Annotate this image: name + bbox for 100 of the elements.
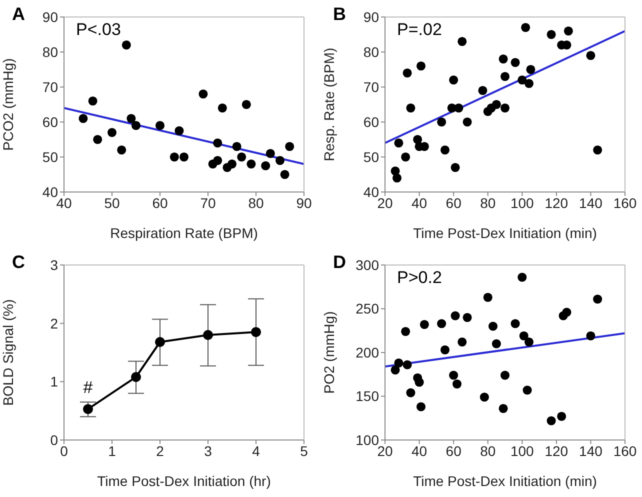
point	[437, 117, 446, 127]
y-tick-label: 50	[363, 148, 380, 165]
x-tick-label: 1	[108, 442, 116, 459]
y-tick-label: 150	[356, 388, 380, 404]
point	[83, 404, 93, 414]
y-tick-label: 40	[42, 184, 58, 200]
point	[390, 365, 400, 375]
point	[131, 372, 141, 382]
x-tick-label: 80	[480, 442, 496, 459]
point	[458, 36, 467, 46]
x-tick-label: 5	[300, 442, 308, 459]
point	[510, 58, 520, 68]
point	[500, 103, 510, 113]
chart-title: B	[333, 4, 346, 25]
y-tick-label: 0	[50, 432, 58, 448]
y-tick-label: 3	[50, 256, 58, 273]
chart-title: A	[12, 4, 25, 25]
point	[440, 345, 450, 354]
point	[519, 331, 528, 340]
x-tick-label: 80	[480, 194, 496, 211]
point	[480, 392, 489, 402]
point	[524, 337, 534, 347]
point	[402, 68, 412, 78]
point	[232, 142, 242, 152]
x-tick-label: 60	[446, 194, 462, 211]
x-axis-title: Time Post-Dex Initiation (hr)	[97, 473, 271, 489]
point	[462, 117, 472, 127]
point	[275, 156, 285, 166]
x-tick-label: 40	[411, 194, 428, 211]
chart-title: C	[12, 252, 25, 273]
y-tick-label: 300	[356, 256, 380, 273]
y-tick-label: 70	[363, 78, 380, 95]
point	[586, 331, 596, 340]
y-tick-label: 250	[356, 300, 380, 317]
point	[237, 152, 246, 162]
point	[78, 114, 88, 124]
point	[261, 161, 270, 170]
x-tick-label: 3	[204, 442, 212, 459]
point	[518, 272, 527, 282]
point	[88, 96, 98, 106]
x-tick-label: 20	[377, 194, 393, 211]
point	[449, 370, 458, 380]
point	[392, 173, 402, 183]
y-axis-title: BOLD Signal (%)	[0, 299, 16, 406]
point	[131, 120, 141, 130]
x-tick-label: 160	[613, 442, 637, 459]
x-tick-label: 160	[613, 194, 637, 211]
x-tick-label: 80	[248, 194, 264, 211]
x-tick-label: 4	[252, 442, 260, 459]
point	[521, 22, 530, 32]
point	[440, 145, 450, 155]
point	[478, 86, 488, 96]
point	[518, 75, 527, 85]
x-axis-title: Time Post-Dex Initiation (min)	[413, 225, 597, 241]
annotation: P>0.2	[397, 268, 442, 288]
point	[437, 319, 446, 328]
point	[93, 134, 102, 144]
point	[593, 294, 602, 304]
x-tick-label: 140	[579, 442, 603, 459]
x-tick-label: 100	[510, 442, 534, 459]
point	[174, 126, 184, 136]
x-tick-label: 0	[60, 442, 68, 459]
point	[179, 152, 189, 162]
x-tick-label: 140	[579, 194, 603, 211]
point	[414, 378, 424, 387]
point	[416, 61, 426, 71]
y-tick-label: 2	[50, 315, 58, 332]
point	[416, 402, 426, 412]
point	[107, 128, 117, 138]
point	[155, 120, 165, 130]
x-tick-label: 60	[152, 194, 168, 211]
point	[213, 138, 222, 148]
x-tick-label: 50	[104, 194, 120, 211]
point	[126, 114, 136, 124]
point	[524, 78, 534, 88]
point	[522, 386, 532, 395]
point	[285, 142, 294, 152]
y-tick-label: 80	[42, 44, 58, 60]
point	[562, 308, 572, 317]
point	[227, 159, 237, 169]
point	[406, 103, 416, 113]
point	[394, 138, 404, 148]
y-tick-label: 200	[356, 344, 380, 360]
point	[500, 370, 510, 380]
point	[394, 358, 404, 368]
y-tick-label: 90	[363, 8, 380, 25]
x-tick-label: 120	[544, 194, 568, 211]
y-tick-label: 90	[42, 8, 58, 25]
point	[462, 312, 472, 322]
point	[526, 64, 536, 74]
x-tick-label: 90	[296, 194, 312, 211]
point	[498, 54, 508, 64]
y-axis-title: PCO2 (mmHg)	[0, 58, 16, 151]
point	[198, 89, 208, 99]
point	[510, 319, 520, 328]
y-tick-label: 100	[356, 432, 380, 448]
x-tick-label: 70	[200, 194, 216, 211]
point	[564, 26, 573, 36]
x-tick-label: 2	[156, 442, 164, 459]
annotation: P<.03	[76, 20, 121, 40]
